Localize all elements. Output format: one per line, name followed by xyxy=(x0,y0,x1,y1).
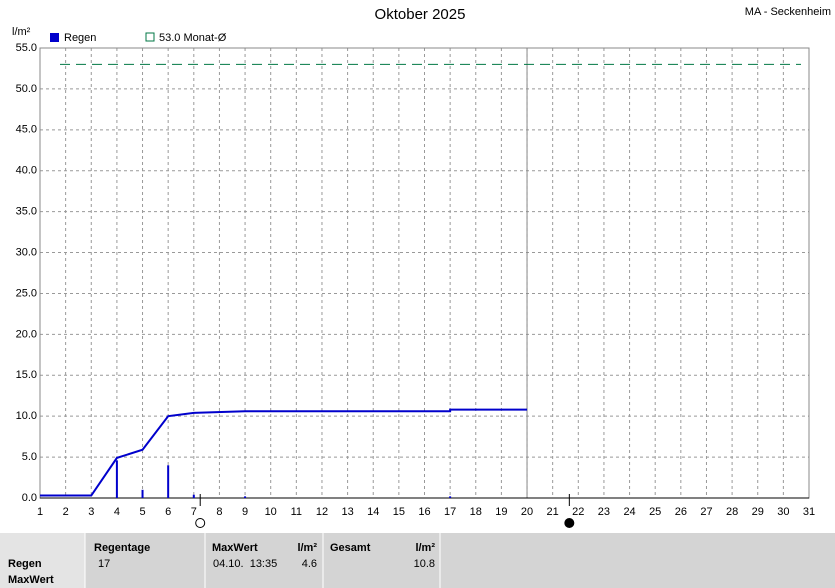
x-tick-label: 14 xyxy=(367,506,379,518)
row-label: Regen xyxy=(8,558,42,570)
y-tick-label: 20.0 xyxy=(16,328,37,340)
x-tick-label: 28 xyxy=(726,506,738,518)
x-tick-label: 16 xyxy=(418,506,430,518)
station: MA - Seckenheim xyxy=(745,6,831,18)
legend-swatch xyxy=(145,32,155,42)
legend-label: Regen xyxy=(64,32,96,44)
row-label: MaxWert xyxy=(8,574,54,586)
x-tick-label: 21 xyxy=(547,506,559,518)
y-axis-label: l/m² xyxy=(12,26,31,38)
x-tick-label: 2 xyxy=(63,506,69,518)
y-tick-label: 35.0 xyxy=(16,206,37,218)
x-tick-label: 11 xyxy=(291,506,302,518)
x-tick-label: 26 xyxy=(675,506,687,518)
legend-swatch xyxy=(50,33,59,42)
header: Gesamt xyxy=(330,542,371,554)
y-tick-label: 15.0 xyxy=(16,369,37,381)
x-tick-label: 5 xyxy=(139,506,145,518)
y-tick-label: 25.0 xyxy=(16,287,37,299)
y-tick-label: 5.0 xyxy=(22,451,37,463)
x-tick-label: 10 xyxy=(265,506,277,518)
time: 04.10. 13:35 xyxy=(213,558,277,570)
value: 10.8 xyxy=(414,558,435,570)
x-tick-label: 17 xyxy=(444,506,456,518)
stats-label-column xyxy=(0,533,85,588)
x-tick-label: 27 xyxy=(700,506,712,518)
moon-phase xyxy=(564,518,575,528)
moon-phase xyxy=(195,518,206,528)
x-tick-label: 25 xyxy=(649,506,661,518)
x-tick-label: 1 xyxy=(37,506,43,518)
unit: l/m² xyxy=(297,542,317,554)
x-tick-label: 7 xyxy=(191,506,197,518)
x-tick-label: 6 xyxy=(165,506,171,518)
y-tick-label: 50.0 xyxy=(16,83,37,95)
x-tick-label: 30 xyxy=(777,506,789,518)
x-tick-label: 22 xyxy=(572,506,584,518)
y-tick-label: 10.0 xyxy=(16,410,37,422)
x-tick-label: 29 xyxy=(752,506,764,518)
x-tick-label: 8 xyxy=(216,506,222,518)
y-tick-label: 30.0 xyxy=(16,246,37,258)
chart-title: Oktober 2025 xyxy=(375,6,466,23)
y-tick-label: 55.0 xyxy=(16,42,37,54)
x-tick-label: 23 xyxy=(598,506,610,518)
y-tick-label: 40.0 xyxy=(16,165,37,177)
value: 4.6 xyxy=(302,558,317,570)
value: 17 xyxy=(98,558,110,570)
x-tick-label: 24 xyxy=(623,506,635,518)
y-tick-label: 0.0 xyxy=(22,492,37,504)
x-tick-label: 19 xyxy=(495,506,507,518)
x-tick-label: 9 xyxy=(242,506,248,518)
x-tick-label: 12 xyxy=(316,506,328,518)
y-tick-label: 45.0 xyxy=(16,124,37,136)
x-tick-label: 4 xyxy=(114,506,120,518)
x-tick-label: 15 xyxy=(393,506,405,518)
x-tick-label: 18 xyxy=(470,506,482,518)
x-tick-label: 3 xyxy=(88,506,94,518)
header: MaxWert xyxy=(212,542,258,554)
header: Regentage xyxy=(94,542,150,554)
x-tick-label: 20 xyxy=(521,506,533,518)
cumulative-line xyxy=(40,408,528,497)
x-tick-label: 13 xyxy=(341,506,353,518)
unit: l/m² xyxy=(415,542,435,554)
x-tick-label: 31 xyxy=(803,506,815,518)
stats-panel xyxy=(0,533,835,588)
legend-label: 53.0 Monat-Ø xyxy=(159,32,227,44)
